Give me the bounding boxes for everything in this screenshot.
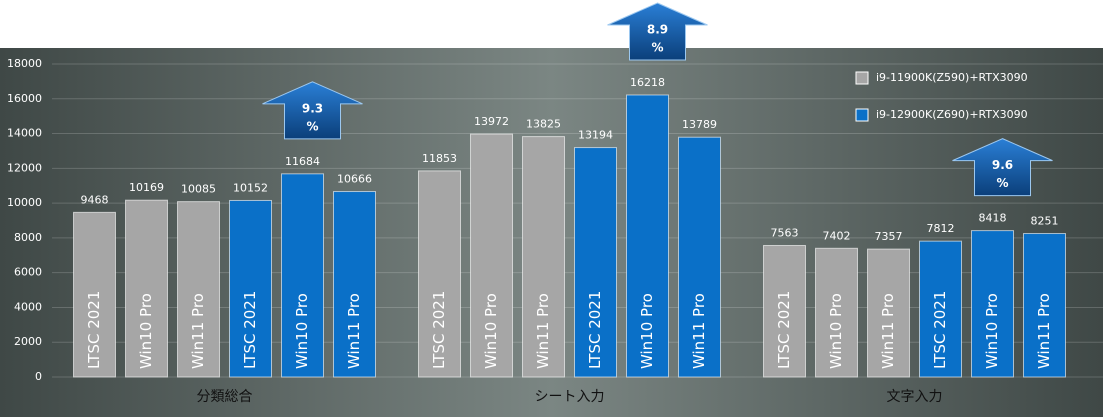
bar-label: Win11 Pro: [345, 293, 363, 369]
value-label: 10152: [233, 181, 268, 194]
bar-label: LTSC 2021: [85, 291, 103, 369]
y-tick-label: 6000: [14, 266, 42, 279]
value-label: 10169: [129, 181, 164, 194]
bar-label: LTSC 2021: [586, 291, 604, 369]
value-label: 11853: [422, 152, 457, 165]
y-tick-label: 14000: [7, 127, 42, 140]
x-tick-label: シート入力: [535, 389, 605, 405]
y-tick-label: 16000: [7, 92, 42, 105]
bar: [763, 244, 806, 378]
bar-label: Win10 Pro: [137, 293, 155, 369]
annotation-value: 9.3: [302, 101, 323, 115]
bar: [418, 170, 461, 378]
value-label: 8251: [1031, 215, 1059, 228]
bar: [470, 133, 513, 378]
bar: [678, 136, 721, 378]
legend-swatch: [855, 108, 869, 122]
bar: [229, 199, 272, 378]
value-label: 13194: [578, 129, 613, 142]
value-label: 7563: [771, 226, 799, 239]
value-label: 11684: [285, 155, 320, 168]
value-label: 13825: [526, 118, 561, 131]
bar-label: Win11 Pro: [879, 293, 897, 369]
bar-label: Win10 Pro: [638, 293, 656, 369]
arrow: [607, 2, 708, 61]
bar-label: LTSC 2021: [241, 291, 259, 369]
x-tick-label: 分類総合: [197, 389, 253, 405]
y-tick-label: 4000: [14, 300, 42, 313]
annotation-unit: %: [306, 119, 318, 133]
annotation-unit: %: [996, 176, 1008, 190]
bar-label: Win11 Pro: [189, 293, 207, 369]
bar-label: LTSC 2021: [430, 291, 448, 369]
value-label: 9468: [81, 193, 109, 206]
legend-label: i9-11900K(Z590)+RTX3090: [876, 71, 1028, 84]
bar: [815, 247, 858, 378]
y-tick-label: 0: [35, 370, 42, 383]
value-label: 7812: [927, 222, 955, 235]
legend-label: i9-12900K(Z690)+RTX3090: [876, 108, 1028, 121]
value-label: 13789: [682, 118, 717, 131]
bar: [574, 147, 617, 378]
annotation-value: 8.9: [647, 22, 668, 36]
value-label: 7357: [875, 230, 903, 243]
annotation-value: 9.6: [992, 158, 1013, 172]
bar: [1023, 233, 1066, 378]
value-label: 10085: [181, 183, 216, 196]
bar-label: LTSC 2021: [775, 291, 793, 369]
bar: [125, 199, 168, 378]
value-label: 13972: [474, 115, 509, 128]
arrow: [262, 81, 363, 140]
annotation-unit: %: [651, 40, 663, 54]
bar-label: Win10 Pro: [827, 293, 845, 369]
bar: [73, 211, 116, 378]
value-label: 16218: [630, 76, 665, 89]
bar-label: LTSC 2021: [931, 291, 949, 369]
y-tick-label: 10000: [7, 196, 42, 209]
value-label: 8418: [979, 212, 1007, 225]
bar: [522, 136, 565, 378]
bar-label: Win10 Pro: [482, 293, 500, 369]
bar-label: Win10 Pro: [983, 293, 1001, 369]
y-tick-label: 2000: [14, 335, 42, 348]
bar-label: Win11 Pro: [534, 293, 552, 369]
y-tick-label: 12000: [7, 161, 42, 174]
y-tick-label: 18000: [7, 57, 42, 70]
value-label: 10666: [337, 173, 372, 186]
bar: [177, 201, 220, 378]
bar: [626, 94, 669, 378]
bar: [867, 248, 910, 378]
y-tick-label: 8000: [14, 231, 42, 244]
x-tick-label: 文字入力: [887, 389, 943, 405]
bar-label: Win11 Pro: [1035, 293, 1053, 369]
bar-label: Win11 Pro: [690, 293, 708, 369]
bar: [281, 173, 324, 378]
bar: [919, 240, 962, 378]
value-label: 7402: [823, 229, 851, 242]
legend-swatch: [855, 71, 869, 85]
bar: [333, 191, 376, 378]
bar: [971, 230, 1014, 378]
bar-label: Win10 Pro: [293, 293, 311, 369]
arrow: [952, 138, 1053, 197]
